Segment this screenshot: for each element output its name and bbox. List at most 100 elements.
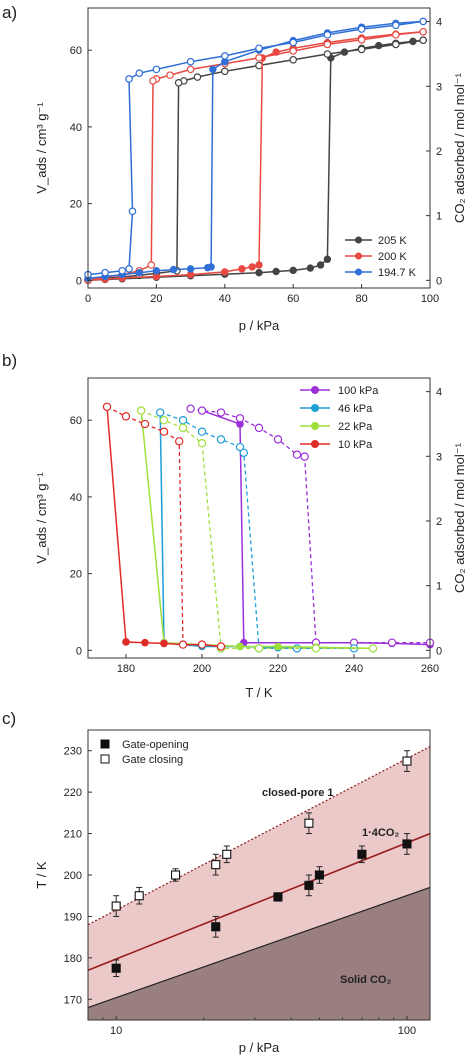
heating-point — [254, 423, 264, 433]
desorption-point — [357, 45, 366, 54]
closed-pore-boundary — [87, 746, 431, 926]
x-tick-label: 220 — [269, 663, 287, 675]
heating-point — [216, 435, 226, 444]
legend-label: 194.7 K — [378, 267, 417, 279]
panel-b-y2-title: CO₂ adsorbed / mol mol⁻¹ — [452, 442, 467, 593]
gate-opening-point — [111, 963, 121, 973]
panel-a-letter: a) — [2, 3, 17, 22]
heating-point — [102, 402, 112, 411]
desorption-point — [221, 52, 229, 60]
complex-boundary — [87, 832, 431, 972]
x-tick-label: 60 — [287, 293, 299, 305]
y-tick-label: 180 — [64, 953, 82, 965]
y-tick-label: 210 — [64, 829, 82, 841]
heating-point — [186, 404, 195, 413]
y-tick-label: 190 — [64, 911, 82, 923]
adsorption-point — [207, 263, 215, 271]
desorption-point — [323, 31, 332, 39]
y2-tick-label: 0 — [436, 645, 442, 657]
heating-point — [178, 640, 188, 649]
y-tick-label: 0 — [76, 275, 82, 287]
adsorption-point — [186, 265, 195, 273]
panel-c-y-ticks: 170 180 190 200 210 220 230 — [64, 746, 92, 1006]
legend-label: 205 K — [378, 235, 407, 247]
legend-marker — [311, 386, 319, 394]
x-tick-label: 240 — [345, 663, 363, 675]
panel-b-data-layer — [102, 402, 435, 653]
heating-point — [121, 412, 131, 421]
y-tick-label: 20 — [70, 569, 82, 581]
legend-marker — [355, 252, 362, 260]
heating-point — [174, 437, 184, 446]
heating-point — [155, 408, 165, 417]
gate-opening-point — [402, 839, 412, 849]
desorption-point — [357, 36, 366, 44]
cooling-point — [122, 638, 130, 646]
desorption-point — [186, 65, 195, 74]
desorption-point — [149, 77, 157, 85]
panel-c: c) 10 100 170 180 190 200 210 220 230 p / kPa T… — [2, 709, 431, 1055]
panel-b: b) 180 200 220 240 260 0 20 40 60 0 1 2 3 4 T / K V… — [2, 351, 467, 700]
adsorption-point — [221, 268, 229, 276]
desorption-point — [152, 65, 161, 74]
desorption-point — [221, 67, 229, 76]
y2-tick-label: 2 — [436, 516, 442, 528]
x-tick-label: 0 — [85, 293, 91, 305]
y2-tick-label: 3 — [436, 81, 442, 93]
legend-label: 22 kPa — [338, 421, 373, 433]
panel-b-letter: b) — [2, 351, 17, 370]
panel-c-region-labels: closed-pore 1 1·4CO₂ Solid CO₂ — [262, 787, 399, 986]
desorption-point — [419, 17, 427, 26]
legend-label: Gate-opening — [122, 739, 189, 751]
adsorption-line-1 — [87, 31, 424, 282]
x-tick-label: 200 — [193, 663, 211, 675]
panel-a-plot-frame — [87, 7, 431, 289]
gate-closing-point — [134, 891, 144, 901]
desorption-point — [135, 69, 144, 78]
desorption-point — [128, 207, 137, 216]
panel-b-y2-ticks: 0 1 2 3 4 — [426, 387, 442, 657]
desorption-point — [391, 40, 400, 49]
cooling-point — [141, 638, 149, 647]
y-tick-label: 40 — [70, 122, 82, 134]
gate-opening-point — [273, 892, 283, 902]
desorption-point — [255, 54, 263, 62]
desorption-line-1 — [87, 31, 424, 282]
y2-tick-label: 0 — [436, 275, 442, 287]
y2-tick-label: 4 — [436, 17, 442, 29]
y-tick-label: 170 — [64, 994, 82, 1006]
panel-c-legend: Gate-opening Gate closing — [100, 739, 189, 766]
heating-point — [216, 642, 226, 651]
gate-opening-point — [304, 880, 314, 890]
heating-point — [136, 406, 146, 415]
adsorption-point — [248, 263, 256, 271]
heating-point — [216, 408, 226, 417]
desorption-point — [118, 266, 127, 275]
heating-point — [387, 638, 397, 647]
panel-c-letter: c) — [2, 709, 16, 728]
gate-opening-point — [211, 922, 221, 932]
y2-tick-label: 2 — [436, 146, 442, 158]
desorption-point — [125, 265, 133, 273]
adsorption-point — [316, 261, 325, 269]
desorption-point — [357, 25, 366, 33]
desorption-point — [166, 71, 174, 79]
heating-point — [311, 644, 321, 653]
y2-tick-label: 4 — [436, 387, 442, 399]
adsorption-point — [255, 268, 263, 277]
legend-marker — [100, 754, 110, 764]
legend-label: 10 kPa — [338, 439, 373, 451]
desorption-point — [125, 75, 133, 83]
region-label: closed-pore 1 — [262, 787, 334, 799]
adsorption-point — [323, 255, 332, 263]
gate-closing-point — [304, 818, 314, 828]
heating-point — [254, 644, 264, 653]
adsorption-point — [289, 266, 297, 275]
panel-a-y-title: V_ads / cm³ g⁻¹ — [34, 102, 49, 194]
heating-point — [235, 442, 245, 452]
panel-a-data-layer — [84, 17, 427, 285]
x-tick-label: 100 — [398, 1025, 416, 1037]
y-tick-label: 0 — [76, 645, 82, 657]
legend-label: 46 kPa — [338, 403, 373, 415]
